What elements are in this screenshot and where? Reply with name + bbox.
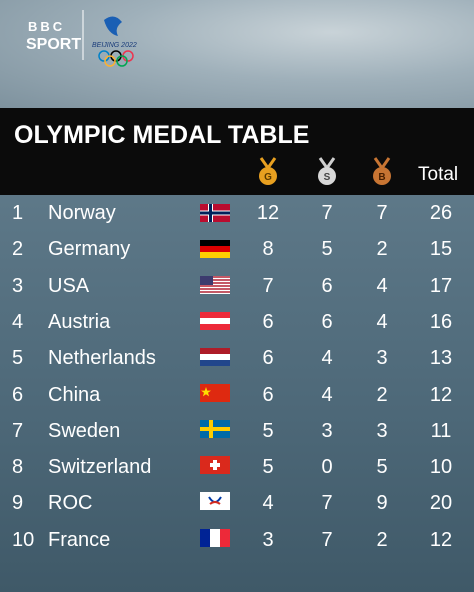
country: Germany <box>48 238 131 261</box>
table-title: OLYMPIC MEDAL TABLE <box>14 121 310 149</box>
gold: 7 <box>262 274 274 297</box>
gold: 6 <box>262 310 274 333</box>
flag <box>200 420 230 438</box>
rank: 2 <box>12 238 24 261</box>
bronze-label: B <box>378 172 385 183</box>
rank: 10 <box>12 528 35 551</box>
gold: 6 <box>262 347 274 370</box>
silver: 6 <box>321 274 333 297</box>
total: 26 <box>429 202 453 224</box>
country: Austria <box>48 310 111 333</box>
silver: 6 <box>321 310 333 333</box>
header-background <box>0 0 474 108</box>
silver: 7 <box>321 202 333 224</box>
gold: 4 <box>262 492 274 515</box>
silver-label: S <box>324 172 331 183</box>
flag <box>200 492 230 510</box>
country: France <box>48 528 111 551</box>
rank: 9 <box>12 492 24 515</box>
silver: 4 <box>321 347 333 370</box>
bronze: 2 <box>376 383 388 406</box>
total: 15 <box>429 238 453 261</box>
rank: 8 <box>12 456 24 479</box>
flag <box>200 456 230 474</box>
bronze: 3 <box>376 419 388 442</box>
flag <box>200 384 230 402</box>
silver: 3 <box>321 419 333 442</box>
total: 11 <box>430 419 452 442</box>
country: Switzerland <box>48 456 152 479</box>
silver: 5 <box>321 238 333 261</box>
bronze: 9 <box>376 492 388 515</box>
country: Norway <box>48 202 116 224</box>
silver: 0 <box>321 456 333 479</box>
flag <box>200 240 230 258</box>
total: 12 <box>429 383 453 406</box>
gold: 12 <box>256 202 280 224</box>
rank: 3 <box>12 274 24 297</box>
bronze: 4 <box>376 310 388 333</box>
brand-bbc: BBC <box>28 19 66 34</box>
medal-icons: G S B <box>259 157 391 185</box>
total: 10 <box>429 456 453 479</box>
gold: 6 <box>262 383 274 406</box>
bronze: 4 <box>376 274 388 297</box>
bronze: 7 <box>376 202 388 224</box>
rank: 7 <box>12 419 24 442</box>
brand-sport: SPORT <box>26 36 82 53</box>
flag <box>200 204 230 222</box>
rank: 5 <box>12 347 24 370</box>
gold: 3 <box>262 528 274 551</box>
bronze: 2 <box>376 238 388 261</box>
country: China <box>48 383 101 406</box>
total: 17 <box>429 274 453 297</box>
gold: 5 <box>262 419 274 442</box>
total: 20 <box>429 492 453 515</box>
gold: 5 <box>262 456 274 479</box>
flag <box>200 276 230 294</box>
bronze: 3 <box>376 347 388 370</box>
silver: 4 <box>321 383 333 406</box>
country: ROC <box>48 492 93 515</box>
total: 13 <box>429 347 453 370</box>
total: 12 <box>429 528 453 551</box>
rank: 1 <box>12 202 24 224</box>
rank: 6 <box>12 383 24 406</box>
flag <box>200 529 230 547</box>
country: USA <box>48 274 90 297</box>
title-band <box>0 108 474 195</box>
flag <box>200 312 230 330</box>
rank: 4 <box>12 310 24 333</box>
bronze: 5 <box>376 456 388 479</box>
olympic-rings <box>98 16 134 67</box>
bronze: 2 <box>376 528 388 551</box>
silver: 7 <box>321 528 333 551</box>
silver: 7 <box>321 492 333 515</box>
total: 16 <box>429 310 453 333</box>
flags <box>200 204 230 547</box>
total-header: Total <box>418 164 459 185</box>
gold: 8 <box>262 238 274 261</box>
games-label: BEIJING 2022 <box>92 42 137 49</box>
country: Sweden <box>48 419 121 442</box>
gold-label: G <box>264 172 272 183</box>
flag <box>200 348 230 366</box>
country: Netherlands <box>48 347 156 370</box>
